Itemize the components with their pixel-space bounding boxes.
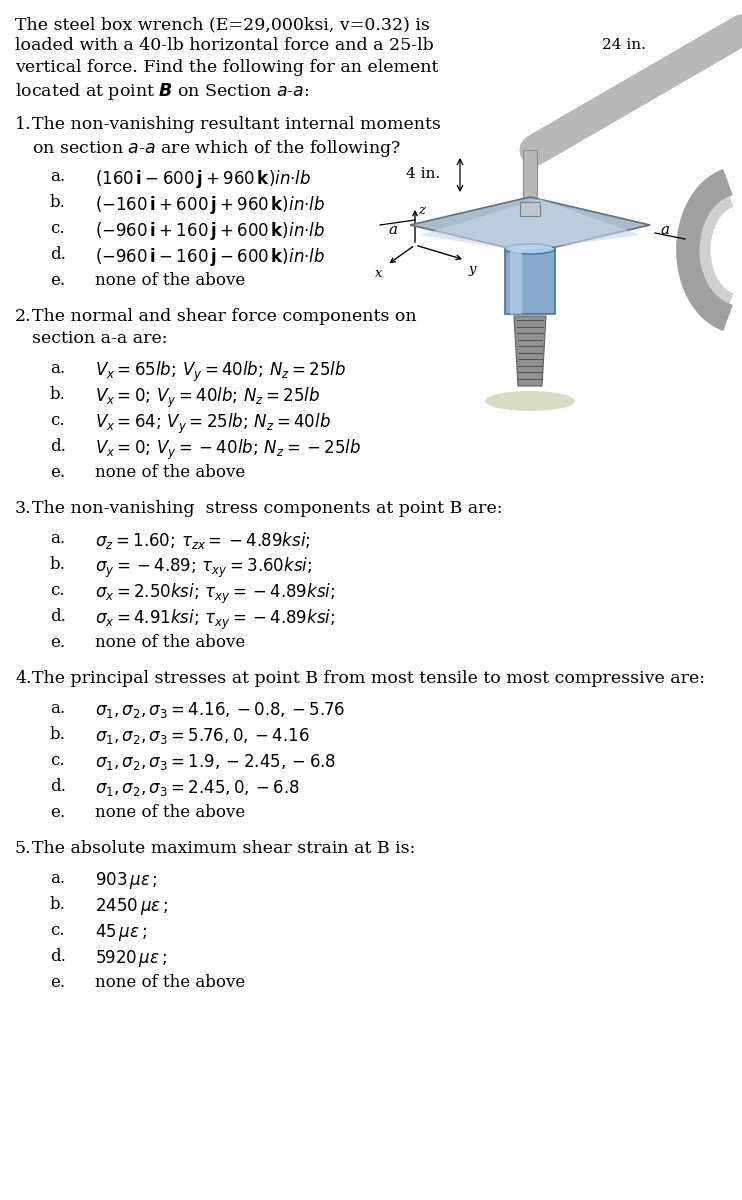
Text: d.: d. xyxy=(50,438,66,455)
Text: none of the above: none of the above xyxy=(95,464,246,481)
Text: 1.: 1. xyxy=(15,116,31,133)
Text: $(-960\,\mathbf{i}+160\,\mathbf{j}+600\,\mathbf{k})in{\cdot}lb$: $(-960\,\mathbf{i}+160\,\mathbf{j}+600\,… xyxy=(95,220,325,242)
Bar xyxy=(523,150,537,205)
Text: c.: c. xyxy=(50,412,65,428)
Text: none of the above: none of the above xyxy=(95,272,246,289)
Text: none of the above: none of the above xyxy=(95,804,246,821)
Text: $45\,\mu\varepsilon\,;$: $45\,\mu\varepsilon\,;$ xyxy=(95,922,147,943)
Text: a: a xyxy=(660,223,669,236)
Text: 2.: 2. xyxy=(15,308,32,325)
Text: z: z xyxy=(418,204,425,217)
Text: d.: d. xyxy=(50,608,66,625)
Text: d.: d. xyxy=(50,778,66,794)
Text: a.: a. xyxy=(50,168,65,185)
Bar xyxy=(505,248,555,314)
Text: $\sigma_1,\sigma_2,\sigma_3=2.45,0,-6.8$: $\sigma_1,\sigma_2,\sigma_3=2.45,0,-6.8$ xyxy=(95,778,300,798)
Text: $\sigma_1,\sigma_2,\sigma_3=1.9,-2.45,-6.8$: $\sigma_1,\sigma_2,\sigma_3=1.9,-2.45,-6… xyxy=(95,752,336,772)
Text: section a-a are:: section a-a are: xyxy=(32,330,168,347)
Text: $(-160\,\mathbf{i}+600\,\mathbf{j}+960\,\mathbf{k})in{\cdot}lb$: $(-160\,\mathbf{i}+600\,\mathbf{j}+960\,… xyxy=(95,194,325,216)
Text: $V_x=0;\,V_y=40lb;\,N_z=25lb$: $V_x=0;\,V_y=40lb;\,N_z=25lb$ xyxy=(95,386,321,410)
Text: e.: e. xyxy=(50,464,65,481)
Bar xyxy=(510,248,522,314)
Text: none of the above: none of the above xyxy=(95,634,246,650)
Text: $V_x=65lb;\,V_y=40lb;\,N_z=25lb$: $V_x=65lb;\,V_y=40lb;\,N_z=25lb$ xyxy=(95,360,346,384)
Text: b.: b. xyxy=(50,386,66,403)
Text: vertical force. Find the following for an element: vertical force. Find the following for a… xyxy=(15,59,439,76)
Text: The steel box wrench (E=29,000ksi, v=0.32) is: The steel box wrench (E=29,000ksi, v=0.3… xyxy=(15,16,430,32)
Ellipse shape xyxy=(505,244,555,254)
Text: a: a xyxy=(389,223,398,236)
Text: $V_x=0;\,V_y=-40lb;\,N_z=-25lb$: $V_x=0;\,V_y=-40lb;\,N_z=-25lb$ xyxy=(95,438,361,462)
Text: $(-960\,\mathbf{i}-160\,\mathbf{j}-600\,\mathbf{k})in{\cdot}lb$: $(-960\,\mathbf{i}-160\,\mathbf{j}-600\,… xyxy=(95,246,325,268)
Text: $5920\,\mu\varepsilon\,;$: $5920\,\mu\varepsilon\,;$ xyxy=(95,948,167,970)
Text: $2450\,\mu\varepsilon\,;$: $2450\,\mu\varepsilon\,;$ xyxy=(95,896,168,917)
Text: c.: c. xyxy=(50,220,65,236)
Text: a.: a. xyxy=(50,530,65,547)
Text: $(160\,\mathbf{i}-600\,\mathbf{j}+960\,\mathbf{k})in{\cdot}lb$: $(160\,\mathbf{i}-600\,\mathbf{j}+960\,\… xyxy=(95,168,312,190)
Text: The non-vanishing resultant internal moments: The non-vanishing resultant internal mom… xyxy=(32,116,441,133)
Text: $\sigma_y=-4.89;\,\tau_{xy}=3.60ksi;$: $\sigma_y=-4.89;\,\tau_{xy}=3.60ksi;$ xyxy=(95,556,312,581)
Text: c.: c. xyxy=(50,922,65,938)
Text: The normal and shear force components on: The normal and shear force components on xyxy=(32,308,416,325)
Text: e.: e. xyxy=(50,272,65,289)
Polygon shape xyxy=(514,316,546,386)
Text: 24 in.: 24 in. xyxy=(602,38,646,52)
Text: located at point $\boldsymbol{B}$ on Section $a$-$a$:: located at point $\boldsymbol{B}$ on Sec… xyxy=(15,80,309,102)
Text: c.: c. xyxy=(50,582,65,599)
Text: $\sigma_1,\sigma_2,\sigma_3=4.16,-0.8,-5.76$: $\sigma_1,\sigma_2,\sigma_3=4.16,-0.8,-5… xyxy=(95,700,345,720)
Text: a.: a. xyxy=(50,700,65,716)
Ellipse shape xyxy=(485,391,575,410)
Text: e.: e. xyxy=(50,804,65,821)
Text: 3.: 3. xyxy=(15,500,32,517)
Text: on section $a$-$a$ are which of the following?: on section $a$-$a$ are which of the foll… xyxy=(32,138,401,158)
Text: loaded with a 40-lb horizontal force and a 25-lb: loaded with a 40-lb horizontal force and… xyxy=(15,37,434,54)
Polygon shape xyxy=(420,199,640,251)
Text: e.: e. xyxy=(50,634,65,650)
Text: d.: d. xyxy=(50,948,66,965)
Text: c.: c. xyxy=(50,752,65,769)
Text: The principal stresses at point B from most tensile to most compressive are:: The principal stresses at point B from m… xyxy=(32,670,705,686)
Bar xyxy=(520,202,540,216)
Text: $\sigma_x=2.50ksi;\,\tau_{xy}=-4.89ksi;$: $\sigma_x=2.50ksi;\,\tau_{xy}=-4.89ksi;$ xyxy=(95,582,335,606)
Text: 5.: 5. xyxy=(15,840,32,857)
Text: $\sigma_x=4.91ksi;\,\tau_{xy}=-4.89ksi;$: $\sigma_x=4.91ksi;\,\tau_{xy}=-4.89ksi;$ xyxy=(95,608,335,632)
Text: $V_x=64;\,V_y=25lb;\,N_z=40lb$: $V_x=64;\,V_y=25lb;\,N_z=40lb$ xyxy=(95,412,331,437)
Text: b.: b. xyxy=(50,726,66,743)
Text: b.: b. xyxy=(50,194,66,211)
Text: The non-vanishing  stress components at point B are:: The non-vanishing stress components at p… xyxy=(32,500,502,517)
Text: a.: a. xyxy=(50,360,65,377)
Text: a.: a. xyxy=(50,870,65,887)
Text: none of the above: none of the above xyxy=(95,974,246,991)
Text: The absolute maximum shear strain at B is:: The absolute maximum shear strain at B i… xyxy=(32,840,416,857)
Text: d.: d. xyxy=(50,246,66,263)
Text: e.: e. xyxy=(50,974,65,991)
Text: b.: b. xyxy=(50,556,66,572)
Polygon shape xyxy=(410,197,650,253)
Text: 4 in.: 4 in. xyxy=(406,167,440,180)
Text: $\sigma_1,\sigma_2,\sigma_3=5.76,0,-4.16$: $\sigma_1,\sigma_2,\sigma_3=5.76,0,-4.16… xyxy=(95,726,309,746)
Text: y: y xyxy=(469,263,476,276)
Text: $903\,\mu\varepsilon\,;$: $903\,\mu\varepsilon\,;$ xyxy=(95,870,157,890)
Text: b.: b. xyxy=(50,896,66,913)
Text: 4.: 4. xyxy=(15,670,31,686)
Text: $\sigma_z=1.60;\,\tau_{zx}=-4.89ksi;$: $\sigma_z=1.60;\,\tau_{zx}=-4.89ksi;$ xyxy=(95,530,311,551)
Text: x: x xyxy=(375,266,383,280)
